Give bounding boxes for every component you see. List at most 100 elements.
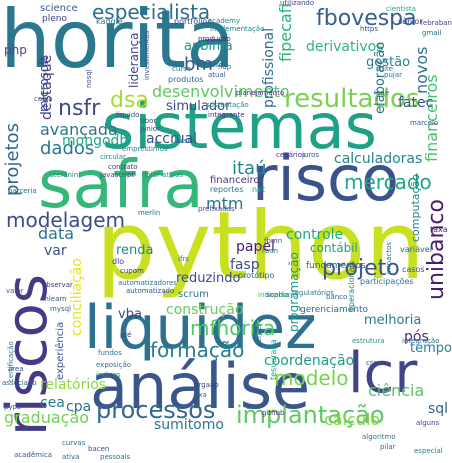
word-exposicao: exposição — [96, 361, 132, 369]
word-fixa: fixa — [194, 391, 207, 399]
word-lcr: lcr — [348, 341, 418, 406]
word-valor: valor — [6, 287, 24, 295]
word-mlearn: mlearn — [42, 295, 67, 303]
word-user: user — [246, 403, 262, 411]
word-novos: novos — [412, 46, 431, 94]
word-graduacao: graduação — [4, 408, 90, 427]
word-brgaap: brgaap — [194, 381, 219, 389]
word-prototipo: protótipo — [238, 271, 275, 280]
word-asset: asset — [176, 137, 195, 145]
word-projetos: projetos — [2, 123, 23, 196]
word-fasp: fasp — [230, 257, 260, 273]
word-pre: pré — [120, 331, 132, 339]
word-portfolios: portfólios — [174, 17, 212, 26]
word-certificacao: certificação — [7, 341, 15, 382]
word-merlin: merlin — [138, 209, 161, 217]
word-sumitomo: sumitomo — [154, 417, 224, 433]
word-financeiro: financeiro — [210, 175, 260, 186]
word-impactos: impactos — [385, 241, 393, 274]
word-parceria: parceria — [8, 187, 37, 195]
word-php: php — [4, 43, 27, 57]
word-microsoft: microsoft — [37, 56, 51, 112]
word-server: server — [255, 323, 263, 346]
word-nosql: nosql — [85, 69, 93, 88]
word-casos: casos — [402, 265, 425, 274]
word-desenvolvimento: desenvolvimento — [152, 82, 290, 101]
word-academica: acadêmica — [14, 451, 53, 459]
word-sistemas: sistemas — [102, 90, 377, 163]
word-nsfr: nsfr — [58, 96, 101, 121]
word-emprestimos: empréstimos — [122, 145, 168, 153]
word-anbima: anbima — [184, 39, 233, 54]
word-tibor: tibor — [140, 117, 157, 125]
word-alguns: alguns — [416, 419, 440, 427]
word-papel: papel — [236, 239, 275, 255]
word-construcao: construção — [166, 302, 244, 318]
word-derivativos: derivativos — [306, 39, 384, 55]
word-risco: risco — [252, 142, 400, 215]
word-ativos: ativos — [162, 171, 184, 179]
word-stefanini: stefanini — [50, 171, 81, 179]
word-atual: atual — [208, 71, 226, 79]
word-implantacao: implantação — [236, 401, 385, 429]
word-accrual: accrual — [146, 131, 198, 147]
word-formacao: formação — [150, 338, 245, 362]
word-contabil: contábil — [310, 241, 358, 255]
word-participacoes: participações — [360, 277, 414, 286]
word-experiencia: experiência — [55, 321, 66, 380]
word-integracao: integração — [402, 337, 440, 345]
word-automatizado: automatizado — [126, 287, 175, 295]
word-python: python — [96, 192, 425, 301]
word-academy: academy — [208, 17, 241, 25]
word-dsa: dsa — [110, 88, 149, 113]
word-observar: observar — [42, 281, 73, 289]
word-operacionais: operacionais — [347, 261, 356, 312]
word-pessoais: pessoais — [100, 453, 131, 461]
word-associado: associado — [2, 379, 37, 387]
word-melhoria: melhoria — [364, 313, 422, 328]
word-ativa: ativa — [62, 453, 80, 461]
word-fundamentos: fundamentos — [306, 261, 366, 271]
word-fbovespa: fbovespa — [316, 6, 417, 31]
word-javascript: javascript — [100, 171, 135, 179]
word-fipecafi: fipecafi — [276, 3, 295, 62]
word-modelo: modelo — [274, 366, 349, 390]
word-marcelo: marcelo — [410, 119, 439, 127]
word-conciliacao: conciliação — [69, 258, 85, 336]
word-tesouraria: tesouraria — [269, 339, 278, 380]
word-tempo: tempo — [410, 341, 452, 356]
word-projeto: projeto — [322, 256, 400, 281]
word-reportes: reportes — [210, 185, 244, 194]
word-pujar: pujar — [384, 71, 402, 79]
word-algoritmo: algoritmo — [362, 433, 396, 441]
word-coordenacao: coordenação — [264, 353, 355, 369]
word-mtm: mtm — [206, 194, 244, 213]
word-analise: análise — [90, 350, 311, 423]
word-integrante: integrante — [208, 111, 245, 119]
word-junior: junior — [140, 125, 160, 133]
word-sophia: sophia — [266, 291, 290, 299]
word-taxa: taxa — [430, 225, 448, 234]
word-calculadoras: calculadoras — [334, 151, 423, 167]
word-senior: sênior — [398, 17, 423, 26]
word-estrutura: estrutura — [352, 337, 385, 345]
word-juros: juros — [302, 151, 320, 159]
word-ifrs: ifrs — [178, 255, 189, 263]
word-github: github — [262, 409, 285, 417]
word-indicadores: indicadores — [258, 291, 299, 299]
word-mysql: mysql — [50, 305, 71, 313]
word-net: net — [252, 185, 266, 194]
word-vba: vba — [118, 307, 142, 322]
word-especial: especial — [414, 447, 443, 455]
word-rban: rban — [262, 247, 279, 255]
word-utilizando: utilizando — [280, 0, 315, 7]
word-liquido: liquido — [116, 111, 140, 119]
word-febraban: febraban — [420, 19, 452, 27]
word-renda: renda — [116, 243, 154, 258]
word-curvas: curvas — [62, 439, 86, 447]
word-banco: banco — [326, 293, 348, 301]
word-calculo: cálculo — [324, 410, 381, 429]
word-fiap: fiap — [218, 63, 232, 71]
word-pyps: pyps — [4, 403, 21, 411]
